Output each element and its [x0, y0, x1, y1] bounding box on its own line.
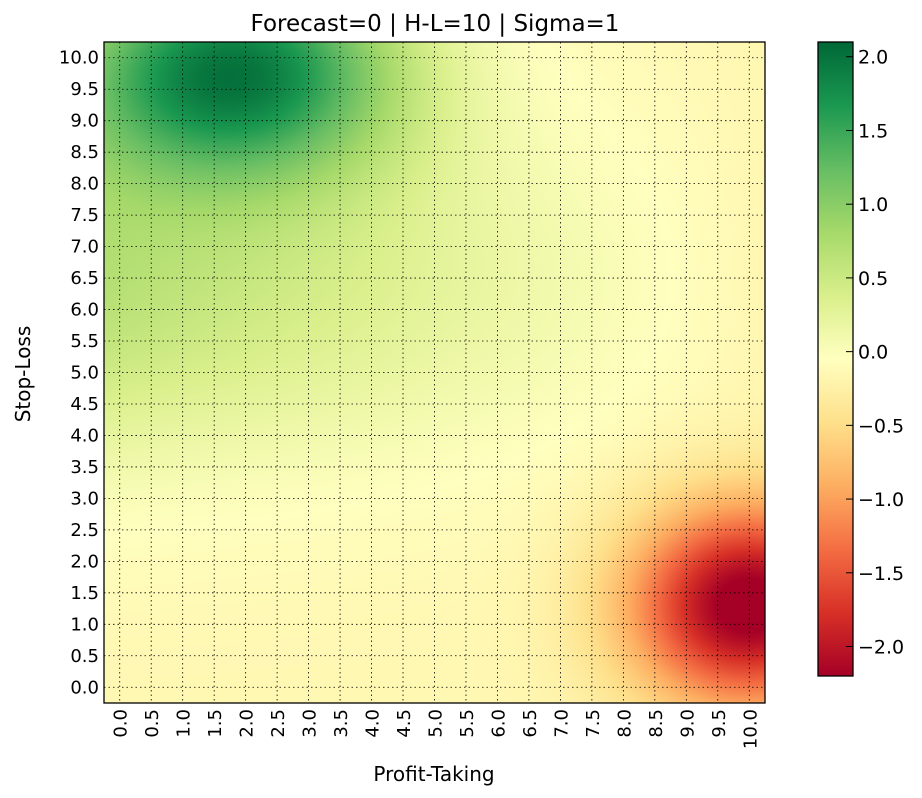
- x-tick-label: 1.0: [174, 709, 195, 738]
- colorbar-tick-label: −0.5: [858, 415, 904, 437]
- y-tick-label: 9.5: [70, 79, 99, 100]
- x-tick-label: 6.5: [520, 709, 541, 738]
- colorbar-tick-label: 1.0: [858, 194, 888, 216]
- y-tick-label: 1.5: [70, 583, 99, 604]
- y-tick-label: 4.0: [70, 425, 99, 446]
- colorbar-tick-label: −1.5: [858, 563, 904, 585]
- y-tick-label: 0.0: [70, 677, 99, 698]
- colorbar: 2.0 1.5 1.0 0.5 0.0 −0.5 −1.0 −1.5 −2.0: [817, 41, 904, 677]
- x-tick-label: 6.0: [488, 709, 509, 738]
- x-axis-ticks: 0.0 0.5 1.0 1.5 2.0 2.5 3.0 3.5 4.0 4.5 5.0 5.5 6.0 6…: [111, 709, 762, 749]
- x-tick-label: 2.0: [237, 709, 258, 738]
- colorbar-tick-label: 0.5: [858, 268, 888, 290]
- x-tick-label: 0.5: [142, 709, 163, 738]
- x-tick-label: 7.0: [551, 709, 572, 738]
- y-tick-label: 2.0: [70, 551, 99, 572]
- x-tick-label: 1.5: [205, 709, 226, 738]
- x-tick-label: 4.0: [363, 709, 384, 738]
- y-tick-label: 0.5: [70, 646, 99, 667]
- y-tick-label: 5.5: [70, 331, 99, 352]
- colorbar-tick-label: 0.0: [858, 342, 888, 364]
- colorbar-gradient: [817, 41, 854, 677]
- y-tick-label: 8.0: [70, 174, 99, 195]
- y-tick-label: 6.0: [70, 300, 99, 321]
- x-tick-label: 0.0: [111, 709, 132, 738]
- y-tick-label: 4.5: [70, 394, 99, 415]
- y-tick-label: 8.5: [70, 142, 99, 163]
- y-tick-label: 2.5: [70, 520, 99, 541]
- y-tick-label: 7.5: [70, 205, 99, 226]
- x-tick-label: 8.0: [614, 709, 635, 738]
- plot-area: [103, 41, 766, 704]
- y-tick-label: 5.0: [70, 363, 99, 384]
- y-tick-label: 9.0: [70, 111, 99, 132]
- x-tick-label: 7.5: [583, 709, 604, 738]
- chart-title: Forecast=0 | H-L=10 | Sigma=1: [251, 11, 620, 37]
- y-tick-label: 7.0: [70, 237, 99, 258]
- plot-frame: [103, 41, 766, 704]
- x-axis-label: Profit-Taking: [373, 762, 494, 786]
- x-tick-label: 9.5: [709, 709, 730, 738]
- x-tick-label: 10.0: [740, 709, 761, 749]
- x-tick-label: 2.5: [268, 709, 289, 738]
- y-tick-label: 10.0: [59, 48, 99, 69]
- x-tick-label: 3.0: [300, 709, 321, 738]
- colorbar-tick-label: 1.5: [858, 120, 888, 142]
- y-tick-label: 3.5: [70, 457, 99, 478]
- x-tick-label: 3.5: [331, 709, 352, 738]
- x-tick-label: 5.5: [457, 709, 478, 738]
- x-tick-label: 9.0: [677, 709, 698, 738]
- colorbar-tick-label: 2.0: [858, 47, 888, 69]
- x-tick-label: 8.5: [646, 709, 667, 738]
- colorbar-tick-label: −1.0: [858, 489, 904, 511]
- y-axis-ticks: 0.0 0.5 1.0 1.5 2.0 2.5 3.0 3.5 4.0 4.5 5.0 5.5 6.0 6…: [59, 48, 99, 699]
- heatmap-cells: [104, 42, 765, 703]
- y-tick-label: 3.0: [70, 488, 99, 509]
- colorbar-ticks: 2.0 1.5 1.0 0.5 0.0 −0.5 −1.0 −1.5 −2.0: [846, 47, 904, 659]
- y-tick-label: 1.0: [70, 614, 99, 635]
- x-tick-label: 5.0: [426, 709, 447, 738]
- x-tick-label: 4.5: [394, 709, 415, 738]
- y-tick-label: 6.5: [70, 268, 99, 289]
- colorbar-tick-label: −2.0: [858, 637, 904, 659]
- y-axis-label: Stop-Loss: [11, 326, 35, 423]
